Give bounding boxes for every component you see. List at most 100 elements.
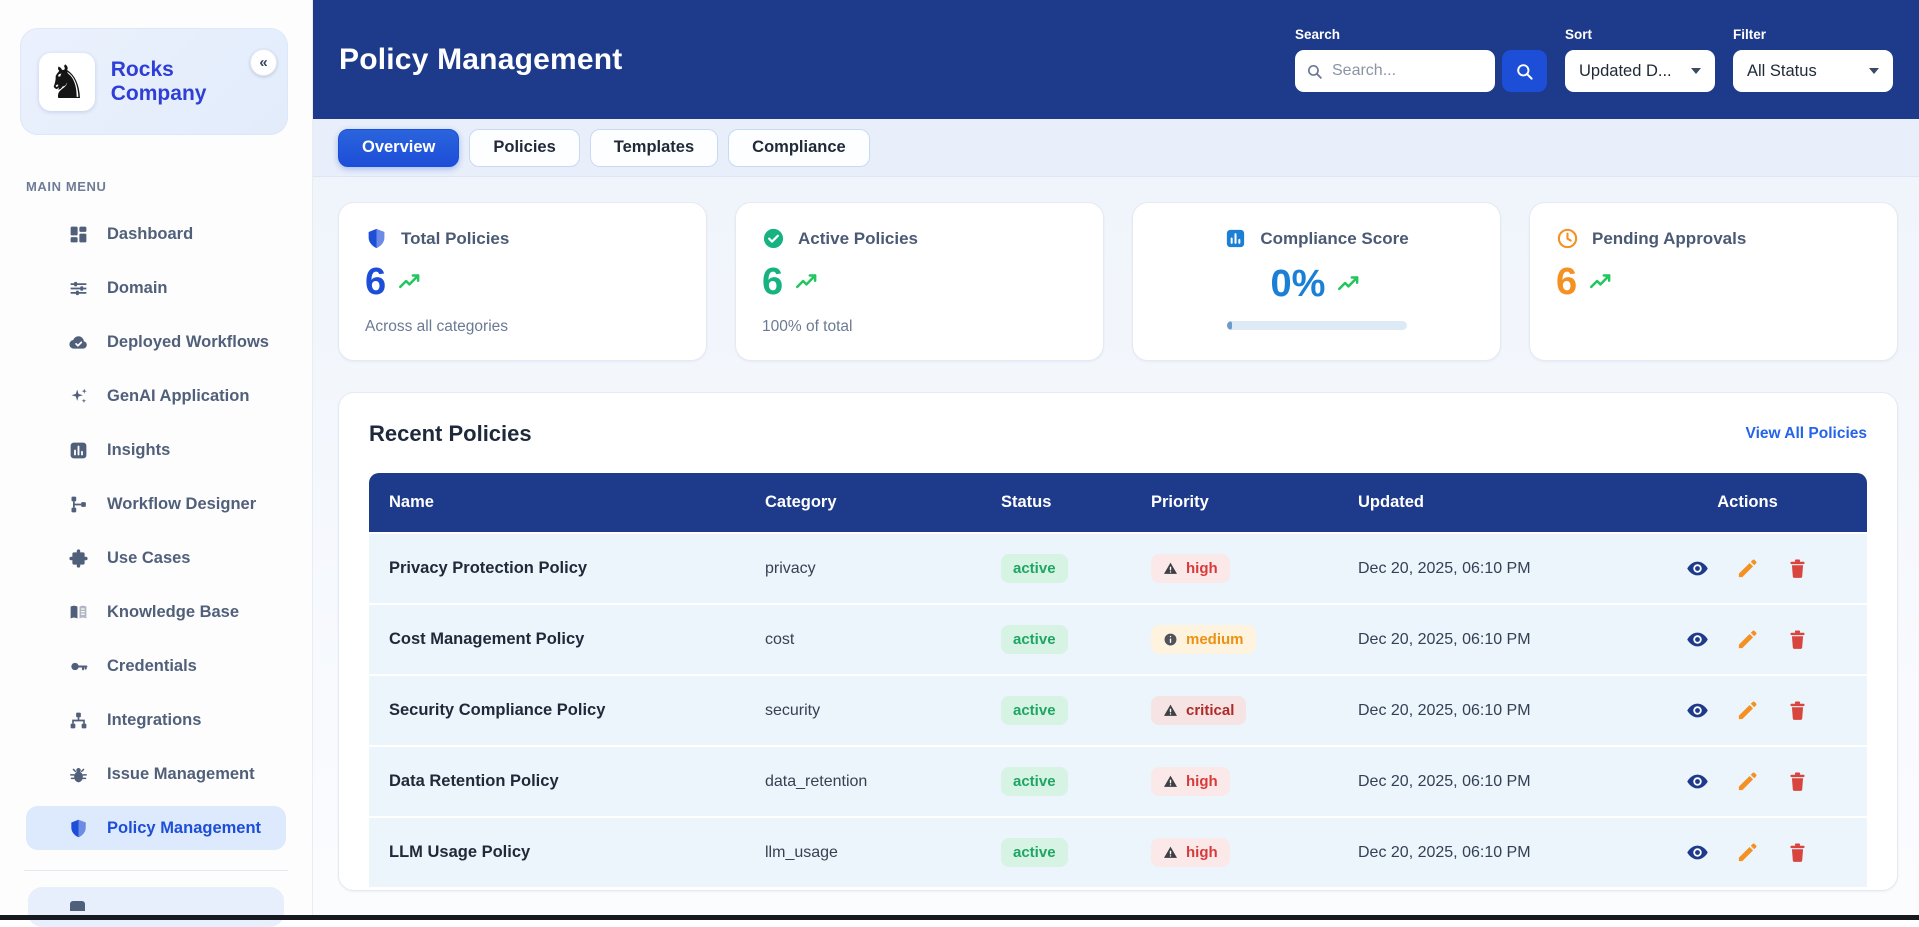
warning-icon (1163, 845, 1178, 860)
sidebar-item-label: Policy Management (107, 818, 262, 837)
sort-group: Sort Updated D... (1565, 27, 1715, 92)
trending-up-icon (1588, 269, 1614, 295)
sidebar-item-issue-management[interactable]: Issue Management (26, 752, 286, 796)
edit-policy-button[interactable] (1736, 770, 1759, 793)
view-all-policies-link[interactable]: View All Policies (1745, 425, 1867, 442)
workflow-icon (68, 494, 89, 515)
recent-policies-title: Recent Policies (369, 421, 532, 446)
table-row[interactable]: Cost Management Policy cost active mediu… (369, 603, 1867, 674)
status-badge: active (1001, 625, 1068, 654)
view-policy-button[interactable] (1686, 770, 1709, 793)
table-row[interactable]: Security Compliance Policy security acti… (369, 674, 1867, 745)
updated-cell: Dec 20, 2025, 06:10 PM (1358, 772, 1531, 790)
policy-category: privacy (765, 559, 816, 577)
sidebar-item-knowledge-base[interactable]: Knowledge Base (26, 590, 286, 634)
edit-policy-button[interactable] (1736, 557, 1759, 580)
sidebar-item-use-cases[interactable]: Use Cases (26, 536, 286, 580)
tab-label: Overview (362, 138, 436, 156)
table-header-row: Name Category Status Priority Updated Actions (369, 473, 1867, 532)
delete-policy-button[interactable] (1786, 699, 1809, 722)
edit-policy-button[interactable] (1736, 699, 1759, 722)
search-label: Search (1295, 27, 1341, 42)
sidebar-item-dashboard[interactable]: Dashboard (26, 212, 286, 256)
sidebar-collapse-button[interactable]: « (250, 49, 277, 76)
eye-icon (1686, 770, 1709, 793)
tab-compliance[interactable]: Compliance (728, 128, 870, 167)
search-input[interactable] (1332, 62, 1484, 80)
horse-icon: ♞ (46, 55, 88, 108)
delete-policy-button[interactable] (1786, 841, 1809, 864)
info-icon (1163, 632, 1178, 647)
sidebar-item-integrations[interactable]: Integrations (26, 698, 286, 742)
policy-category: llm_usage (765, 843, 838, 861)
delete-policy-button[interactable] (1786, 628, 1809, 651)
policy-name: Privacy Protection Policy (389, 559, 588, 577)
sidebar-item-label: Insights (107, 440, 171, 459)
table-row[interactable]: Data Retention Policy data_retention act… (369, 745, 1867, 816)
warning-icon (1163, 774, 1178, 789)
filter-label: Filter (1733, 27, 1767, 42)
tab-label: Policies (493, 138, 556, 156)
pencil-icon (1736, 841, 1759, 864)
sidebar-item-credentials[interactable]: Credentials (26, 644, 286, 688)
table-row[interactable]: LLM Usage Policy llm_usage active high D… (369, 816, 1867, 887)
company-logo-card[interactable]: ♞ Rocks Company « (20, 28, 288, 135)
sidebar-item-insights[interactable]: Insights (26, 428, 286, 472)
stat-cards: Total Policies 6 Across all categories A… (338, 202, 1898, 361)
sidebar-item-policy-management[interactable]: Policy Management (26, 806, 286, 850)
trending-up-icon (794, 269, 820, 295)
search-button[interactable] (1502, 50, 1547, 92)
chevron-down-icon (1691, 68, 1701, 74)
sliders-icon (68, 278, 89, 299)
view-policy-button[interactable] (1686, 628, 1709, 651)
table-row[interactable]: Privacy Protection Policy privacy active… (369, 532, 1867, 603)
tab-overview[interactable]: Overview (338, 128, 460, 167)
sort-dropdown[interactable]: Updated D... (1565, 50, 1715, 92)
trending-up-icon (1336, 271, 1362, 297)
eye-icon (1686, 557, 1709, 580)
sidebar-item-genai-application[interactable]: GenAI Application (26, 374, 286, 418)
puzzle-icon (68, 548, 89, 569)
edit-policy-button[interactable] (1736, 841, 1759, 864)
tab-templates[interactable]: Templates (589, 128, 719, 167)
sidebar-item-partial[interactable] (28, 887, 284, 927)
company-logo: ♞ (39, 52, 95, 111)
sidebar-item-workflow-designer[interactable]: Workflow Designer (26, 482, 286, 526)
view-policy-button[interactable] (1686, 557, 1709, 580)
sidebar-item-label: Domain (107, 278, 168, 297)
filter-dropdown[interactable]: All Status (1733, 50, 1893, 92)
updated-cell: Dec 20, 2025, 06:10 PM (1358, 701, 1531, 719)
priority-badge: high (1151, 767, 1230, 796)
sidebar-item-label: Issue Management (107, 764, 255, 783)
sidebar-item-label: Credentials (107, 656, 197, 675)
edit-policy-button[interactable] (1736, 628, 1759, 651)
tab-policies[interactable]: Policies (469, 128, 580, 167)
column-header-actions: Actions (1717, 493, 1778, 511)
trash-icon (1786, 770, 1809, 793)
column-header-status: Status (1001, 493, 1052, 511)
view-policy-button[interactable] (1686, 699, 1709, 722)
priority-badge: high (1151, 554, 1230, 583)
sidebar-item-domain[interactable]: Domain (26, 266, 286, 310)
tab-label: Compliance (752, 138, 846, 156)
delete-policy-button[interactable] (1786, 770, 1809, 793)
sidebar-item-label: Integrations (107, 710, 202, 729)
pencil-icon (1736, 699, 1759, 722)
view-policy-button[interactable] (1686, 841, 1709, 864)
sidebar-item-deployed-workflows[interactable]: Deployed Workflows (26, 320, 286, 364)
book-icon (68, 602, 89, 623)
pencil-icon (1736, 628, 1759, 651)
policy-category: cost (765, 630, 795, 648)
sidebar-menu: Dashboard Domain Deployed Workflows GenA… (0, 212, 312, 850)
delete-policy-button[interactable] (1786, 557, 1809, 580)
sidebar-item-label: Workflow Designer (107, 494, 257, 513)
trash-icon (1786, 628, 1809, 651)
trash-icon (1786, 841, 1809, 864)
progress-fill (1226, 321, 1232, 330)
check-circle-icon (762, 227, 785, 250)
priority-badge: critical (1151, 696, 1247, 725)
policy-name: LLM Usage Policy (389, 843, 531, 861)
cloud-check-icon (68, 332, 89, 353)
filter-group: Filter All Status (1733, 27, 1893, 92)
